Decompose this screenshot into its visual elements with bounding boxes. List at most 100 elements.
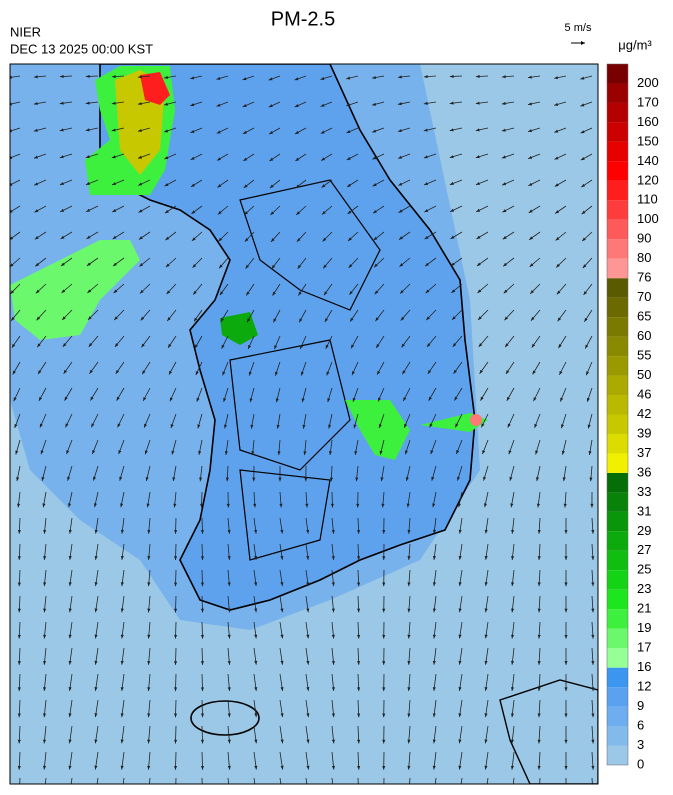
wind-arrowhead [120,529,124,534]
wind-arrowhead [295,157,300,161]
wind-arrowhead [510,765,514,770]
wind-arrowhead [274,345,278,350]
wind-arrowhead [407,582,411,587]
wind-arrowhead [484,555,488,560]
wind-arrowhead [382,556,386,560]
wind-arrowhead [120,634,124,639]
wind-arrowhead [138,155,143,159]
wind-arrowhead [68,529,72,534]
wind-arrowhead [42,765,47,770]
wind-arrowhead [328,424,332,429]
wind-arrowhead [457,503,461,508]
wind-arrowhead [356,503,360,508]
wind-arrowhead [456,450,460,455]
wind-arrowhead [331,529,335,534]
colorbar-label: 25 [637,562,651,577]
wind-arrowhead [147,660,151,665]
wind-arrowhead [200,608,204,613]
colorbar-band [607,511,628,532]
wind-arrowhead [532,370,536,375]
wind-arrowhead [251,451,255,456]
wind-arrowhead [294,77,299,81]
wind-arrowhead [580,130,585,134]
wind-arrowhead [554,156,559,160]
wind-arrowhead [372,102,377,106]
colorbar-band [607,200,628,220]
wind-arrowhead [449,101,454,105]
wind-arrowhead [452,316,456,320]
wind-arrowhead [502,235,507,240]
wind-arrowhead [350,317,354,322]
wind-arrowhead [114,316,118,321]
wind-arrowhead [68,765,72,770]
wind-arrows [10,74,595,784]
wind-arrowhead [346,130,351,133]
wind-arrowhead [506,396,510,401]
wind-arrowhead [560,397,564,402]
wind-arrowhead [373,209,377,214]
wind-arrowhead [432,660,436,665]
wind-arrowhead [227,687,231,692]
colorbar-label: 21 [637,601,651,616]
wind-scale-arrowhead [581,41,585,45]
wind-arrow [539,777,541,784]
wind-arrowhead [137,75,142,79]
wind-arrowhead [297,264,302,269]
wind-arrowhead [357,608,361,613]
wind-arrowhead [432,634,436,639]
wind-arrowhead [400,316,405,321]
wind-arrowhead [227,529,231,534]
wind-arrowhead [331,634,335,639]
wind-arrowhead [564,530,568,534]
wind-arrowhead [331,582,335,587]
wind-arrowhead [432,582,436,587]
wind-arrow [279,777,282,784]
wind-arrowhead [165,236,170,241]
wind-arrowhead [200,713,205,718]
wind-arrowhead [450,208,455,212]
wind-arrowhead [589,477,593,482]
wind-arrowhead [174,713,178,718]
map [10,64,598,784]
colorbar-band [607,219,628,240]
wind-arrowhead [510,634,515,639]
wind-arrowhead [564,766,568,770]
wind-arrowhead [430,450,434,455]
colorbar-label: 42 [637,406,651,421]
wind-arrowhead [403,397,407,402]
wind-arrowhead [245,264,250,269]
wind-arrowhead [138,182,143,186]
wind-arrowhead [528,182,533,186]
wind-arrowhead [174,608,178,613]
wind-arrowhead [145,476,149,481]
wind-arrowhead [357,739,361,744]
wind-arrowhead [43,556,47,560]
colorbar-label: 6 [637,717,644,732]
wind-arrowhead [331,660,335,665]
wind-arrowhead [280,687,284,691]
wind-arrowhead [85,74,90,78]
colorbar-label: 76 [637,270,651,285]
wind-arrowhead [17,530,21,534]
wind-arrowhead [17,661,21,665]
wind-arrowhead [530,316,535,321]
wind-arrowhead [407,634,411,639]
wind-arrowhead [527,102,532,106]
wind-arrowhead [501,101,506,105]
wind-arrowhead [197,424,201,429]
wind-arrowhead [167,317,171,321]
wind-arrowhead [398,236,403,240]
wind-arrowhead [346,103,351,107]
wind-arrow [253,777,256,784]
wind-arrowhead [591,634,595,639]
wind-arrowhead [451,289,456,293]
wind-arrowhead [321,157,326,161]
wind-arrowhead [216,130,221,134]
wind-arrowhead [537,634,541,639]
wind-arrowhead [139,289,144,294]
wind-arrowhead [199,477,203,482]
wind-arrowhead [323,264,327,269]
wind-arrowhead [536,477,540,482]
wind-arrowhead [584,317,588,322]
wind-arrowhead [476,262,481,266]
